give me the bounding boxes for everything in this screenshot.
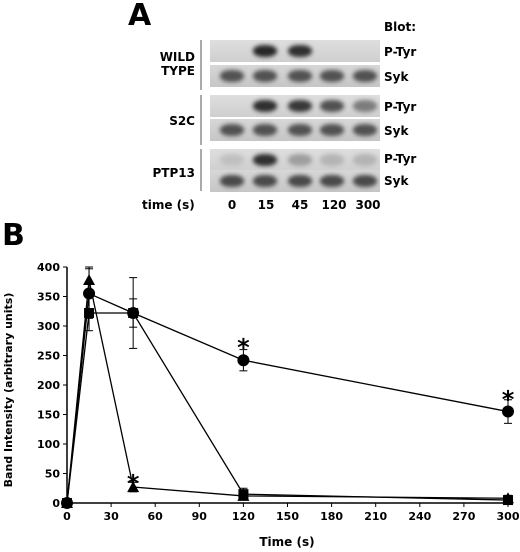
time-axis-label: time (s) xyxy=(142,198,195,212)
antibody-label: Syk xyxy=(384,70,409,84)
blot-band xyxy=(353,154,377,166)
x-tick-label: 270 xyxy=(452,510,475,523)
data-point-triangle xyxy=(83,273,96,285)
group-label-line: TYPE xyxy=(161,64,195,78)
x-tick-label: 210 xyxy=(364,510,387,523)
significance-asterisk: * xyxy=(502,386,515,414)
significance-asterisk: * xyxy=(127,469,140,497)
x-tick-label: 0 xyxy=(63,510,71,523)
group-label-wild-type: WILD TYPE xyxy=(120,50,195,78)
series-triangle xyxy=(61,266,514,508)
blot-band xyxy=(320,100,344,112)
x-tick-label: 90 xyxy=(192,510,208,523)
y-tick-label: 250 xyxy=(37,350,60,363)
band-intensity-chart: 0 50 100 150 200 250 300 350 400 0 30 60 90 120 150 180… xyxy=(2,261,520,549)
blot-band xyxy=(353,124,377,136)
data-point-triangle xyxy=(237,489,250,501)
y-tick-label: 50 xyxy=(45,468,61,481)
blot-band xyxy=(320,124,344,136)
blot-band xyxy=(288,154,312,166)
antibody-label: Syk xyxy=(384,174,409,188)
blot-band xyxy=(253,154,277,166)
group-separator xyxy=(200,40,202,90)
x-tick-label: 120 xyxy=(232,510,255,523)
blot-band xyxy=(288,175,312,187)
blot-strip xyxy=(210,40,380,62)
group-separator xyxy=(200,149,202,191)
blot-strip xyxy=(210,119,380,141)
group-separator xyxy=(200,95,202,145)
y-tick-label: 100 xyxy=(37,438,60,451)
data-point-triangle xyxy=(61,497,73,508)
x-tick-label: 240 xyxy=(408,510,431,523)
blot-band xyxy=(288,124,312,136)
group-label-ptp13: PTP13 xyxy=(152,166,195,180)
blot-band xyxy=(320,154,344,166)
chart-axes: 0 50 100 150 200 250 300 350 400 0 30 60 90 120 150 180… xyxy=(37,261,520,523)
y-tick-label: 0 xyxy=(52,497,60,510)
blot-band xyxy=(220,70,244,82)
blot-band xyxy=(253,70,277,82)
blot-strip xyxy=(210,95,380,117)
blot-header: Blot: xyxy=(384,20,417,34)
blot-band xyxy=(288,45,312,57)
blot-band xyxy=(320,175,344,187)
group-label-line: WILD xyxy=(159,50,195,64)
antibody-label: P-Tyr xyxy=(384,152,417,166)
blot-band xyxy=(353,175,377,187)
panel-a-letter: A xyxy=(128,0,152,33)
blot-band xyxy=(288,100,312,112)
antibody-label: P-Tyr xyxy=(384,45,417,59)
blot-strip xyxy=(210,65,380,87)
y-tick-label: 400 xyxy=(37,261,60,274)
chart-series-layer xyxy=(61,266,514,509)
antibody-label: Syk xyxy=(384,124,409,138)
blot-band xyxy=(220,175,244,187)
data-point-square xyxy=(84,308,95,319)
blot-band xyxy=(253,100,277,112)
lane-time-label: 15 xyxy=(257,198,275,212)
x-tick-label: 180 xyxy=(320,510,343,523)
data-point-square xyxy=(128,308,139,319)
lane-time-label: 300 xyxy=(355,198,381,212)
blot-band xyxy=(353,100,377,112)
y-tick-label: 300 xyxy=(37,320,60,333)
lane-time-label: 0 xyxy=(227,198,237,212)
chart-annotations: * * * xyxy=(127,334,515,498)
significance-asterisk: * xyxy=(237,334,250,362)
blot-band xyxy=(288,70,312,82)
blot-strip xyxy=(210,170,380,192)
blot-band xyxy=(253,175,277,187)
x-tick-label: 300 xyxy=(497,510,520,523)
blot-band xyxy=(353,70,377,82)
x-tick-label: 60 xyxy=(148,510,164,523)
panel-b-letter: B xyxy=(2,218,25,253)
x-axis-label: Time (s) xyxy=(259,535,314,549)
blot-band xyxy=(253,45,277,57)
y-tick-label: 350 xyxy=(37,291,60,304)
data-point-circle xyxy=(237,354,250,367)
blot-band xyxy=(220,154,244,166)
data-point-triangle xyxy=(127,481,140,493)
antibody-label: P-Tyr xyxy=(384,100,417,114)
data-point-circle xyxy=(502,405,514,418)
blot-band xyxy=(320,70,344,82)
y-tick-label: 150 xyxy=(37,409,60,422)
lane-time-label: 45 xyxy=(291,198,309,212)
blot-band xyxy=(220,124,244,136)
data-point-triangle xyxy=(502,492,514,504)
blot-band xyxy=(253,124,277,136)
y-tick-label: 200 xyxy=(37,379,60,392)
x-tick-label: 30 xyxy=(103,510,119,523)
y-axis-label: Band Intensity (arbitrary units) xyxy=(2,293,15,488)
lane-time-label: 120 xyxy=(321,198,347,212)
group-label-s2c: S2C xyxy=(169,114,195,128)
x-tick-label: 150 xyxy=(276,510,299,523)
blot-strip xyxy=(210,149,380,171)
